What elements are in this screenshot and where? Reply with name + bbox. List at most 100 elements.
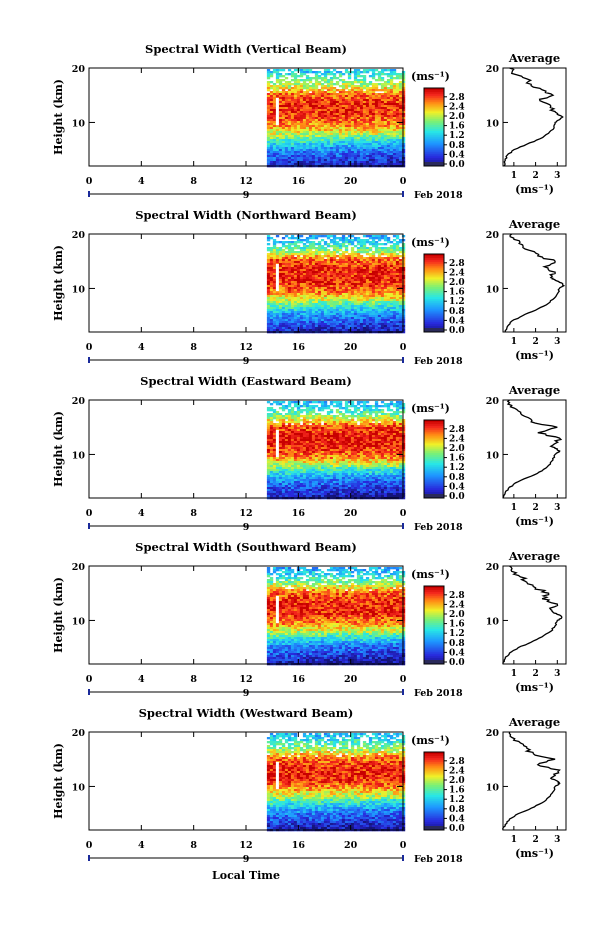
x-tick-label: 8 [190, 176, 197, 187]
colorbar-tick-label: 0.0 [449, 160, 465, 170]
colorbar-min [424, 826, 444, 830]
colorbar-tick-label: 0.4 [449, 648, 465, 658]
x-tick-label: 12 [239, 840, 252, 851]
day-number: 9 [243, 688, 250, 699]
x-tick-label: 20 [344, 176, 358, 187]
average-x-tick-label: 2 [532, 669, 538, 679]
y-tick-label: 20 [72, 230, 86, 241]
average-x-tick-label: 1 [511, 171, 517, 181]
colorbar [424, 254, 444, 333]
y-tick-label: 20 [72, 64, 86, 75]
y-tick-label: 20 [72, 728, 86, 739]
x-tick-label: 0 [86, 176, 93, 187]
x-tick-label: 16 [292, 508, 306, 519]
colorbar-tick-label: 2.4 [449, 766, 465, 776]
x-tick-label: 20 [344, 342, 358, 353]
average-x-tick-label: 2 [532, 503, 538, 513]
data-gap [276, 430, 279, 457]
average-x-label: (ms⁻¹) [515, 681, 554, 694]
x-tick-label: 16 [292, 342, 306, 353]
day-number: 9 [243, 356, 250, 367]
y-axis-label: Height (km) [52, 245, 65, 321]
x-tick-label: 12 [239, 176, 252, 187]
data-gap [276, 762, 279, 789]
heatmap-cells [267, 235, 405, 333]
average-y-tick-label: 20 [486, 396, 500, 407]
average-y-tick-label: 10 [486, 118, 500, 129]
average-y-tick-label: 20 [486, 230, 500, 241]
average-x-tick-label: 2 [532, 337, 538, 347]
colorbar-tick-label: 0.0 [449, 658, 465, 668]
date-label: Feb 2018 [414, 190, 463, 201]
colorbar-min [424, 660, 444, 664]
colorbar [424, 586, 444, 664]
colorbar-tick-label: 2.4 [449, 268, 465, 278]
x-tick-label: 4 [138, 176, 145, 187]
panel-title: Spectral Width (Vertical Beam) [145, 42, 347, 56]
colorbar-tick-label: 2.0 [449, 444, 465, 454]
average-x-tick-label: 2 [532, 835, 538, 845]
x-tick-label: 8 [190, 840, 197, 851]
data-gap [276, 264, 279, 291]
average-x-tick-label: 3 [554, 503, 560, 513]
average-x-label: (ms⁻¹) [515, 515, 554, 528]
average-frame [503, 566, 566, 664]
panel-title: Spectral Width (Southward Beam) [135, 540, 357, 554]
colorbar-tick-label: 0.4 [449, 316, 465, 326]
colorbar-tick-label: 2.0 [449, 112, 465, 122]
colorbar-units: (ms⁻¹) [411, 402, 450, 415]
x-tick-label: 12 [239, 508, 252, 519]
colorbar-tick-label: 1.6 [449, 122, 465, 132]
average-x-tick-label: 1 [511, 835, 517, 845]
data-gap [276, 98, 279, 125]
average-profile-line [505, 234, 564, 332]
colorbar-tick-label: 0.8 [449, 805, 465, 815]
colorbar [424, 88, 444, 167]
average-profile-line [503, 566, 562, 664]
colorbar-units: (ms⁻¹) [411, 568, 450, 581]
y-axis-label: Height (km) [52, 743, 65, 819]
average-x-tick-label: 3 [554, 171, 560, 181]
x-tick-label: 0 [400, 674, 407, 685]
x-tick-label: 0 [400, 176, 407, 187]
colorbar-tick-label: 2.4 [449, 600, 465, 610]
colorbar-tick-label: 2.8 [449, 93, 465, 103]
panel-5 [89, 732, 566, 861]
y-axis-label: Height (km) [52, 79, 65, 155]
colorbar-tick-label: 0.4 [449, 150, 465, 160]
x-tick-label: 0 [400, 840, 407, 851]
colorbar-tick-label: 2.4 [449, 102, 465, 112]
x-tick-label: 4 [138, 674, 145, 685]
colorbar-tick-label: 0.0 [449, 492, 465, 502]
colorbar-tick-label: 1.2 [449, 463, 465, 473]
average-title: Average [508, 51, 560, 65]
colorbar-tick-label: 2.0 [449, 278, 465, 288]
y-tick-label: 20 [72, 396, 86, 407]
colorbar-tick-label: 0.8 [449, 473, 465, 483]
average-profile-line [503, 400, 561, 498]
average-x-tick-label: 2 [532, 171, 538, 181]
heatmap-cells [267, 401, 405, 499]
colorbar [424, 752, 444, 830]
colorbar-tick-label: 0.8 [449, 639, 465, 649]
x-tick-label: 12 [239, 674, 252, 685]
colorbar-tick-label: 2.8 [449, 425, 465, 435]
average-y-tick-label: 10 [486, 616, 500, 627]
colorbar-tick-label: 1.6 [449, 620, 465, 630]
average-profile-line [504, 68, 563, 166]
average-title: Average [508, 715, 560, 729]
day-number: 9 [243, 854, 250, 865]
colorbar-tick-label: 2.8 [449, 757, 465, 767]
colorbar-tick-label: 0.0 [449, 326, 465, 336]
x-tick-label: 16 [292, 674, 306, 685]
average-x-tick-label: 1 [511, 503, 517, 513]
average-frame [503, 234, 566, 332]
x-tick-label: 0 [86, 840, 93, 851]
date-label: Feb 2018 [414, 522, 463, 533]
date-label: Feb 2018 [414, 356, 463, 367]
colorbar-tick-label: 2.4 [449, 434, 465, 444]
x-tick-label: 0 [86, 508, 93, 519]
x-tick-label: 0 [400, 508, 407, 519]
colorbar-tick-label: 1.2 [449, 629, 465, 639]
